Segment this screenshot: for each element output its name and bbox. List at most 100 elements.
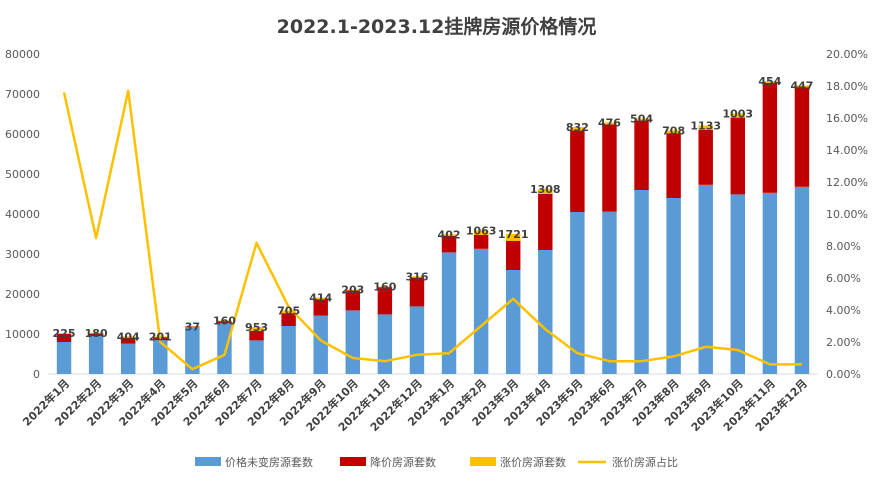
bar-segment: [153, 340, 168, 374]
bar-segment: [730, 113, 746, 118]
data-label: 832: [566, 121, 589, 134]
bar-segment: [441, 236, 457, 253]
data-label: 476: [598, 116, 621, 129]
data-label: 504: [630, 112, 653, 125]
data-label: 1133: [690, 119, 721, 132]
data-label: 180: [85, 327, 108, 340]
bar-segment: [730, 117, 746, 195]
data-label: 1308: [530, 183, 561, 196]
y-left-tick-label: 40000: [5, 208, 40, 221]
y-right-tick-label: 2.00%: [826, 336, 861, 349]
data-label: 414: [309, 292, 332, 305]
y-right-tick-label: 8.00%: [826, 240, 861, 253]
line-series: [62, 89, 802, 371]
legend-label: 涨价房源套数: [500, 455, 566, 469]
y-right-tick-label: 16.00%: [826, 112, 868, 125]
bar-segment: [794, 87, 810, 187]
data-label: 454: [758, 75, 781, 88]
bar-segment: [313, 299, 328, 316]
bar-segment: [634, 120, 649, 190]
bar-segment: [281, 326, 296, 374]
y-right-tick-label: 18.00%: [826, 80, 868, 93]
y-right-tick-label: 20.00%: [826, 48, 868, 61]
bar-segment: [602, 211, 617, 374]
bar-segment: [698, 130, 713, 185]
data-label: 404: [117, 330, 140, 343]
y-left-tick-label: 70000: [5, 88, 40, 101]
bar-segment: [602, 122, 617, 125]
bar-segment: [56, 333, 72, 334]
bar-segment: [666, 198, 681, 374]
y-left-tick-label: 10000: [5, 328, 40, 341]
bar-segment: [505, 240, 521, 270]
bar-segment: [730, 194, 746, 374]
y-left-tick-label: 50000: [5, 168, 40, 181]
y-left-tick-label: 80000: [5, 48, 40, 61]
legend-swatch: [340, 457, 366, 466]
bar-segment: [217, 321, 232, 324]
bar-segment: [794, 186, 810, 374]
data-label: 708: [662, 124, 685, 137]
bar-segment: [762, 82, 778, 193]
data-label: 225: [53, 327, 76, 340]
bar-segment: [762, 80, 778, 83]
data-label: 160: [373, 281, 396, 294]
legend: 价格未变房源套数 降价房源套数 涨价房源套数 涨价房源占比: [195, 455, 678, 469]
bar-segment: [441, 252, 457, 374]
bar-segment: [570, 212, 585, 374]
y-right-tick-label: 14.00%: [826, 144, 868, 157]
bar-segment: [409, 277, 425, 307]
bar-segment: [88, 332, 104, 334]
legend-label: 降价房源套数: [370, 455, 436, 469]
bar-segment: [794, 85, 810, 88]
bar-segment: [345, 290, 361, 311]
bar-segment: [185, 326, 200, 374]
y-right-tick-label: 10.00%: [826, 208, 868, 221]
bar-segment: [88, 333, 104, 336]
bar-segment: [473, 248, 489, 374]
bar-segment: [570, 130, 585, 212]
bar-segment: [441, 234, 457, 236]
bar-segment: [377, 287, 393, 315]
bar-segment: [345, 289, 361, 291]
bar-segment: [313, 297, 328, 300]
y-left-tick-label: 0: [33, 368, 40, 381]
bar-segment: [570, 127, 585, 131]
bar-segment: [281, 310, 296, 314]
data-label: 37: [185, 320, 200, 333]
data-label: 203: [341, 284, 364, 297]
bar-segment: [281, 313, 296, 326]
bar-segment: [698, 125, 713, 130]
bar-segment: [538, 188, 553, 194]
bar-segment: [473, 230, 489, 235]
bar-segment: [505, 270, 521, 374]
bar-segment: [762, 192, 778, 374]
y-right-tick-label: 4.00%: [826, 304, 861, 317]
bar-segment: [120, 336, 136, 338]
bar-segment: [56, 334, 72, 342]
bar-segment: [249, 326, 264, 331]
bar-segment: [473, 234, 489, 249]
data-labels: 225 180 404 201 37 160 953 705 414 203 160 316 402 10…: [53, 75, 814, 343]
share-line: [62, 89, 802, 371]
bar-segment: [120, 338, 136, 344]
legend-swatch: [195, 457, 221, 466]
y-left-tick-label: 30000: [5, 248, 40, 261]
bar-segment: [634, 118, 649, 121]
data-label: 705: [277, 304, 300, 317]
data-label: 1721: [498, 228, 529, 241]
bar-segment: [602, 124, 617, 212]
data-label: 402: [438, 228, 461, 241]
data-label: 316: [405, 270, 428, 283]
y-right-tick-label: 6.00%: [826, 272, 861, 285]
bar-segment: [505, 233, 521, 241]
bar-segment: [409, 276, 425, 278]
bar-segment: [217, 320, 232, 322]
bar-segment: [377, 314, 393, 374]
y-left-tick-label: 60000: [5, 128, 40, 141]
legend-label: 涨价房源占比: [612, 455, 678, 469]
bar-segment: [377, 286, 393, 288]
y-right-tick-label: 0.00%: [826, 368, 861, 381]
